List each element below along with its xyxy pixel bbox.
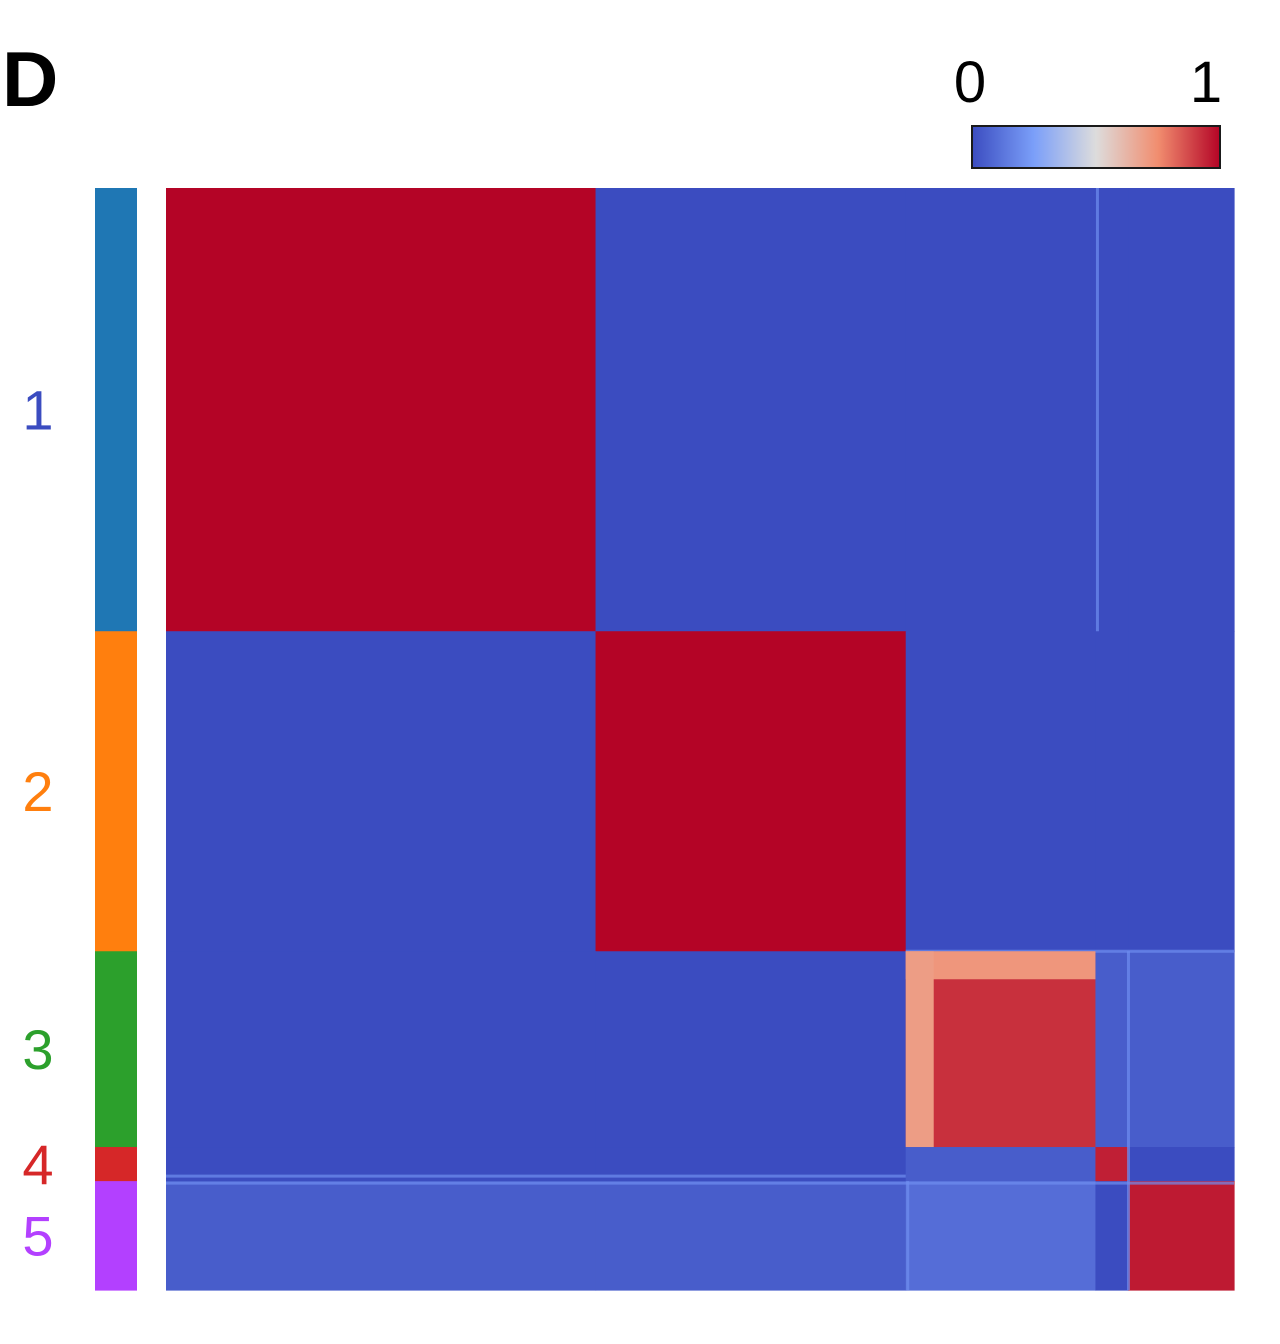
heatmap-cell-3-2	[595, 951, 907, 1148]
cluster-bar-segment-1	[95, 188, 137, 632]
cluster-label-5: 5	[22, 1205, 53, 1268]
heatmap-cell-1-1	[166, 188, 597, 632]
heatmap-cell-5-1	[166, 1181, 597, 1291]
cluster-color-bar	[95, 188, 137, 1291]
heatmap-cell-2-5	[1128, 631, 1235, 952]
cluster-label-3: 3	[22, 1018, 53, 1081]
heatmap-cell-5-3	[905, 1181, 1097, 1291]
heatmap-cell-3-1	[166, 951, 597, 1148]
heatmap-cell-4-4	[1095, 1147, 1130, 1182]
heatmap-detail-lines	[166, 188, 1234, 1290]
heatmap-cell-2-2	[595, 631, 907, 952]
heatmap-cell-4-5	[1128, 1147, 1235, 1182]
detail-band-top	[905, 951, 1096, 980]
heatmap-cell-3-3	[905, 951, 1097, 1148]
colorbar-gradient	[971, 125, 1221, 169]
colorbar-tick-max: 1	[1190, 50, 1222, 115]
heatmap-cell-1-4	[1095, 188, 1130, 632]
panel-label: D	[2, 35, 59, 123]
heatmap-cell-3-4	[1095, 951, 1130, 1148]
cluster-labels: 1 2 3 4 5	[22, 379, 53, 1268]
cluster-label-4: 4	[22, 1133, 53, 1196]
heatmap-cell-2-4	[1095, 631, 1130, 952]
cluster-bar-segment-3	[95, 951, 137, 1148]
cluster-bar-segment-5	[95, 1181, 137, 1291]
cluster-bar-segment-4	[95, 1147, 137, 1182]
heatmap-matrix	[166, 188, 1235, 1291]
heatmap-cell-1-2	[595, 188, 907, 632]
heatmap-cell-1-3	[905, 188, 1097, 632]
heatmap-cell-5-4	[1095, 1181, 1130, 1291]
heatmap-cell-2-1	[166, 631, 597, 952]
heatmap-cell-1-5	[1128, 188, 1235, 632]
cluster-label-2: 2	[22, 760, 53, 823]
heatmap-cell-4-3	[905, 1147, 1097, 1182]
colorbar-tick-min: 0	[954, 50, 986, 115]
heatmap-cell-3-5	[1128, 951, 1235, 1148]
cluster-label-1: 1	[22, 379, 53, 442]
colorbar: 0 1	[954, 50, 1222, 169]
cluster-bar-segment-2	[95, 631, 137, 952]
heatmap-cell-2-3	[905, 631, 1097, 952]
detail-band-left	[905, 951, 934, 1148]
heatmap-cell-5-5	[1128, 1181, 1235, 1291]
heatmap-cell-5-2	[595, 1181, 907, 1291]
